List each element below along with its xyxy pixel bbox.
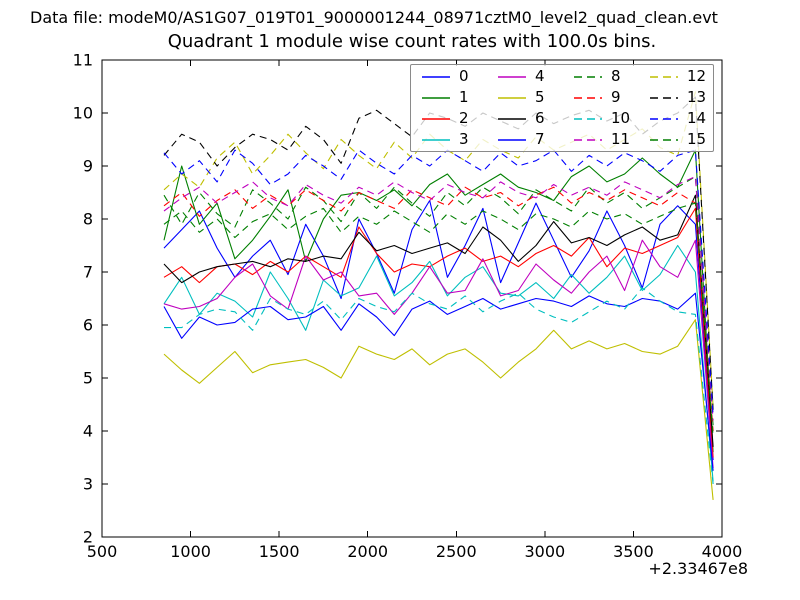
x-tick-label: 3000 <box>524 542 565 561</box>
legend-label: 13 <box>687 88 707 106</box>
legend-label: 12 <box>687 67 707 85</box>
legend-label: 2 <box>459 109 469 127</box>
legend-line-sample-icon <box>574 75 602 78</box>
legend-entry-13: 13 <box>639 87 715 108</box>
legend-label: 10 <box>611 109 631 127</box>
x-axis-offset-label: +2.33467e8 <box>648 559 748 578</box>
legend-entry-9: 9 <box>563 87 639 108</box>
series-line-2 <box>163 207 714 458</box>
legend-label: 14 <box>687 109 707 127</box>
series-line-6 <box>163 194 714 447</box>
legend-line-sample-icon <box>422 117 450 120</box>
legend-label: 1 <box>459 88 469 106</box>
series-line-15 <box>163 202 714 437</box>
legend-label: 11 <box>611 130 631 148</box>
y-tick-label: 7 <box>83 263 93 282</box>
legend-line-sample-icon <box>574 96 602 99</box>
y-tick-label: 11 <box>73 51 93 70</box>
legend-label: 0 <box>459 67 469 85</box>
legend-entry-0: 0 <box>411 66 487 87</box>
chart-title: Quadrant 1 module wise count rates with … <box>167 31 657 52</box>
legend-line-sample-icon <box>574 117 602 120</box>
y-tick-label: 4 <box>83 422 93 441</box>
x-tick-label: 4000 <box>702 542 743 561</box>
legend-entry-5: 5 <box>487 87 563 108</box>
legend-label: 6 <box>535 109 545 127</box>
legend-line-sample-icon <box>422 96 450 99</box>
legend-label: 5 <box>535 88 545 106</box>
legend-entry-3: 3 <box>411 129 487 150</box>
legend-entry-10: 10 <box>563 108 639 129</box>
data-file-label: Data file: modeM0/AS1G07_019T01_90000012… <box>30 8 718 27</box>
legend-line-sample-icon <box>650 117 678 120</box>
legend-entry-4: 4 <box>487 66 563 87</box>
legend-line-sample-icon <box>650 138 678 141</box>
legend-line-sample-icon <box>498 117 526 120</box>
series-line-3 <box>163 244 714 482</box>
legend-entry-6: 6 <box>487 108 563 129</box>
legend-line-sample-icon <box>574 138 602 141</box>
legend-line-sample-icon <box>650 75 678 78</box>
series-line-7 <box>163 292 714 471</box>
x-tick-label: 2500 <box>436 542 477 561</box>
legend-line-sample-icon <box>422 75 450 78</box>
series-line-8 <box>163 176 714 426</box>
y-tick-label: 9 <box>83 157 93 176</box>
legend-line-sample-icon <box>498 96 526 99</box>
series-line-11 <box>163 176 714 421</box>
legend-label: 3 <box>459 130 469 148</box>
x-tick-label: 500 <box>87 542 118 561</box>
x-tick-label: 1000 <box>170 542 211 561</box>
legend-entry-7: 7 <box>487 129 563 150</box>
legend: 0 1 2 3 4 5 6 7 8 9 10 11 12 13 14 15 <box>410 64 714 152</box>
legend-entry-1: 1 <box>411 87 487 108</box>
legend-entry-15: 15 <box>639 129 715 150</box>
series-line-0 <box>163 199 714 461</box>
legend-label: 15 <box>687 130 707 148</box>
series-line-10 <box>164 287 714 485</box>
axes-frame <box>101 59 723 538</box>
x-axis: 500 1000 1500 2000 2500 3000 3500 4000 <box>87 60 743 561</box>
series-line-9 <box>163 186 714 432</box>
legend-line-sample-icon <box>422 138 450 141</box>
legend-label: 8 <box>611 67 621 85</box>
legend-label: 9 <box>611 88 621 106</box>
x-tick-label: 2000 <box>347 542 388 561</box>
y-tick-label: 6 <box>83 316 93 335</box>
y-tick-label: 2 <box>83 528 93 547</box>
legend-line-sample-icon <box>498 75 526 78</box>
y-tick-label: 3 <box>83 475 93 494</box>
series-line-5 <box>163 319 714 500</box>
y-tick-label: 10 <box>73 104 93 123</box>
legend-entry-12: 12 <box>639 66 715 87</box>
y-tick-label: 5 <box>83 369 93 388</box>
legend-entry-14: 14 <box>639 108 715 129</box>
x-tick-label: 3500 <box>613 542 654 561</box>
series-line-14 <box>163 149 714 416</box>
legend-entry-8: 8 <box>563 66 639 87</box>
x-tick-label: 1500 <box>259 542 300 561</box>
legend-label: 7 <box>535 130 545 148</box>
series-line-1 <box>163 149 714 453</box>
legend-line-sample-icon <box>498 138 526 141</box>
y-tick-label: 8 <box>83 210 93 229</box>
series-line-4 <box>163 239 714 469</box>
legend-entry-11: 11 <box>563 129 639 150</box>
legend-entry-2: 2 <box>411 108 487 129</box>
legend-label: 4 <box>535 67 545 85</box>
legend-line-sample-icon <box>650 96 678 99</box>
